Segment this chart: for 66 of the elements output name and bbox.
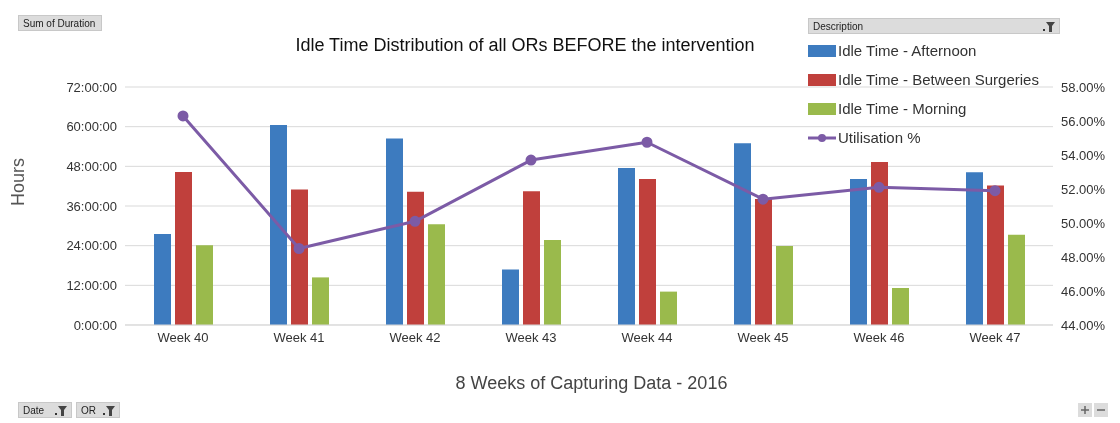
text: OR [76,402,120,418]
bar [270,125,287,325]
bar [734,143,751,325]
bar [755,199,772,325]
text: Sum of Duration [18,15,102,31]
y-tick-label: 12:00:00 [66,277,117,293]
y2-tick-label: 56.00% [1061,113,1106,129]
y2-tick-label: 58.00% [1061,79,1106,95]
bar [386,138,403,325]
chart-title: Idle Time Distribution of all ORs BEFORE the intervention [295,35,755,55]
x-tick-label: Week 42 [389,330,441,346]
x-tick-label: Week 40 [157,330,209,346]
legend-label: Utilisation % [837,128,922,148]
y2-tick-label: 54.00% [1061,147,1106,163]
bar [618,167,635,325]
point [525,154,537,166]
y-tick-label: 72:00:00 [66,79,117,95]
point [989,185,1001,197]
bar [154,234,171,325]
y2-tick-label: 44.00% [1061,317,1106,333]
x-tick-label: Week 47 [969,330,1021,346]
y-tick-label: 0:00:00 [73,317,117,333]
x-tick-label: Week 43 [505,330,557,346]
y2-tick-label: 48.00% [1061,249,1106,265]
bar [544,240,561,325]
y-tick-label: 60:00:00 [66,119,117,135]
legend-label: Idle Time - Morning [837,99,968,119]
point [177,110,189,122]
bar [639,178,656,325]
bar [175,171,192,325]
bar [966,172,983,325]
point [873,181,885,193]
y-tick-label: 36:00:00 [66,198,117,214]
bar [312,277,329,325]
bar [871,162,888,325]
y2-tick-label: 50.00% [1061,215,1106,231]
point [409,215,421,227]
x-axis-title: 8 Weeks of Capturing Data - 2016 [454,373,729,394]
bar [196,245,213,325]
point [641,136,653,148]
x-tick-label: Week 46 [853,330,905,346]
point [757,193,769,205]
bar [776,246,793,325]
bar [428,224,445,325]
bar [502,269,519,325]
bar [407,191,424,325]
legend-label: Idle Time - Between Surgeries [837,70,1040,90]
x-tick-label: Week 41 [273,330,325,346]
bar [987,185,1004,325]
x-tick-label: Week 44 [621,330,673,346]
y2-tick-label: 52.00% [1061,181,1106,197]
bar [1008,234,1025,325]
bar [291,189,308,325]
y2-tick-label: 46.00% [1061,283,1106,299]
point [293,243,305,254]
legend-title: Description [808,18,1060,34]
legend-label: Idle Time - Afternoon [837,41,978,61]
text: Date [18,402,72,418]
y-tick-label: 24:00:00 [66,238,117,254]
x-tick-label: Week 45 [737,330,789,346]
y-tick-label: 48:00:00 [66,158,117,174]
bar [660,291,677,325]
bar [850,178,867,325]
bar [892,287,909,325]
y-axis-title: Hours [8,157,29,206]
bar [523,191,540,325]
